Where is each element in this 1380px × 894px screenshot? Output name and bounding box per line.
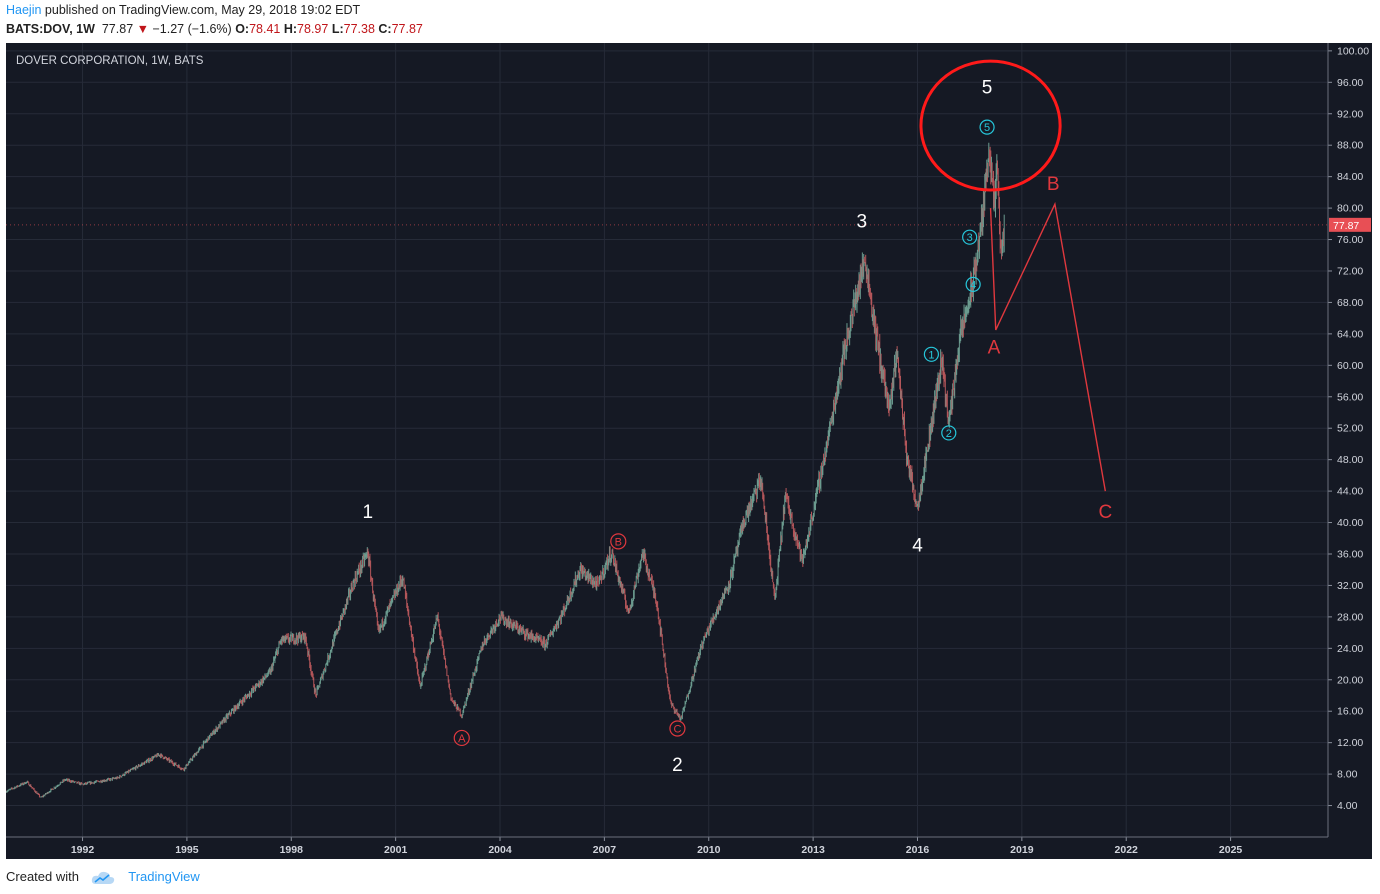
minor-wave-circle — [979, 119, 995, 135]
close-label: C: — [378, 22, 392, 36]
y-tick-label: 96.00 — [1337, 77, 1363, 89]
minor-wave-circle — [962, 229, 978, 245]
x-tick-label: 2025 — [1219, 844, 1243, 856]
y-tick-label: 36.00 — [1337, 548, 1363, 560]
correction-label-B: B — [615, 536, 622, 548]
high-label: H: — [283, 22, 298, 36]
tradingview-cloud-icon — [91, 871, 114, 884]
author-link[interactable]: Haejin — [6, 3, 42, 17]
minor-wave-circle — [965, 276, 981, 292]
change-value: −1.27 (−1.6%) — [152, 22, 232, 36]
y-tick-label: 92.00 — [1337, 108, 1363, 120]
projection-label-A: A — [988, 338, 1001, 359]
open-label: O: — [235, 22, 250, 36]
minor-wave-label-3: 3 — [967, 232, 973, 244]
projection-path — [989, 201, 1107, 492]
open-value: 78.41 — [249, 22, 281, 36]
y-tick-label: 84.00 — [1337, 171, 1363, 183]
wave-label-1: 1 — [363, 502, 374, 523]
y-tick-label: 24.00 — [1337, 643, 1363, 655]
low-label: L: — [331, 22, 344, 36]
x-tick-label: 1992 — [71, 844, 95, 856]
high-value: 78.97 — [297, 22, 329, 36]
y-tick-label: 48.00 — [1337, 454, 1363, 466]
minor-wave-circle — [941, 425, 957, 441]
correction-circle — [669, 720, 686, 737]
x-tick-label: 1998 — [280, 844, 304, 856]
projection-label-B: B — [1047, 174, 1060, 195]
chart-panel[interactable]: 4.00 8.00 12.00 16.00 20.00 24.00 28.00 32.00 36… — [6, 43, 1372, 859]
y-tick-label: 68.00 — [1337, 297, 1363, 309]
x-tick-label: 2016 — [906, 844, 930, 856]
y-tick-label: 12.00 — [1337, 737, 1363, 749]
y-tick-label: 44.00 — [1337, 486, 1363, 498]
y-tick-label: 60.00 — [1337, 360, 1363, 372]
y-tick-label: 88.00 — [1337, 140, 1363, 152]
y-tick-label: 32.00 — [1337, 580, 1363, 592]
footer: Created with TradingView — [6, 869, 200, 885]
symbol-label: BATS:DOV, 1W — [6, 22, 95, 36]
correction-circle — [610, 533, 627, 550]
correction-circle — [453, 729, 470, 747]
x-tick-label: 1995 — [175, 844, 199, 856]
x-tick-label: 2022 — [1115, 844, 1139, 856]
y-tick-label: 100.00 — [1337, 45, 1369, 57]
created-with-text: Created with — [6, 869, 79, 884]
down-arrow-icon: ▼ — [136, 22, 149, 36]
x-tick-label: 2004 — [488, 844, 512, 856]
x-tick-label: 2007 — [593, 844, 617, 856]
x-tick-label: 2019 — [1010, 844, 1034, 856]
published-text: published on TradingView.com, May 29, 20… — [44, 3, 361, 17]
x-tick-label: 2013 — [801, 844, 825, 856]
minor-wave-label-1: 1 — [928, 349, 934, 361]
minor-wave-label-4: 4 — [970, 279, 976, 291]
y-tick-label: 72.00 — [1337, 265, 1363, 277]
ohlc-line: BATS:DOV, 1W 77.87 ▼ −1.27 (−1.6%) O:78.… — [6, 22, 423, 36]
price-chart[interactable]: 4.008.0012.0016.0020.0024.0028.0032.0036… — [6, 43, 1372, 859]
y-tick-label: 40.00 — [1337, 517, 1363, 529]
tradingview-link[interactable]: TradingView — [128, 869, 200, 884]
correction-label-A: A — [458, 733, 466, 745]
last-price: 77.87 — [101, 22, 134, 36]
wave-label-5: 5 — [982, 77, 993, 98]
minor-wave-label-5: 5 — [984, 122, 990, 134]
y-tick-label: 80.00 — [1337, 203, 1363, 215]
wave-label-3: 3 — [857, 212, 868, 233]
x-tick-label: 2001 — [384, 844, 408, 856]
last-price-tag-label: 77.87 — [1333, 220, 1359, 232]
low-value: 77.38 — [343, 22, 375, 36]
correction-label-C: C — [673, 724, 681, 736]
wave-label-2: 2 — [672, 755, 683, 776]
y-tick-label: 16.00 — [1337, 706, 1363, 718]
candles-group — [6, 142, 1005, 798]
y-tick-label: 20.00 — [1337, 674, 1363, 686]
peak-highlight-circle — [919, 59, 1062, 192]
y-tick-label: 4.00 — [1337, 800, 1358, 812]
y-tick-label: 64.00 — [1337, 328, 1363, 340]
chart-title: DOVER CORPORATION, 1W, BATS — [16, 55, 204, 67]
minor-wave-circle — [923, 346, 940, 362]
y-tick-label: 52.00 — [1337, 423, 1363, 435]
close-value: 77.87 — [391, 22, 423, 36]
minor-wave-label-2: 2 — [946, 428, 952, 440]
publish-info: Haejin published on TradingView.com, May… — [6, 3, 360, 17]
wave-label-4: 4 — [912, 536, 923, 557]
y-tick-label: 56.00 — [1337, 391, 1363, 403]
last-price-tag — [1329, 217, 1371, 232]
projection-label-C: C — [1098, 502, 1112, 523]
y-tick-label: 8.00 — [1337, 769, 1358, 781]
x-tick-label: 2010 — [697, 844, 721, 856]
y-tick-label: 28.00 — [1337, 611, 1363, 623]
y-tick-label: 76.00 — [1337, 234, 1363, 246]
